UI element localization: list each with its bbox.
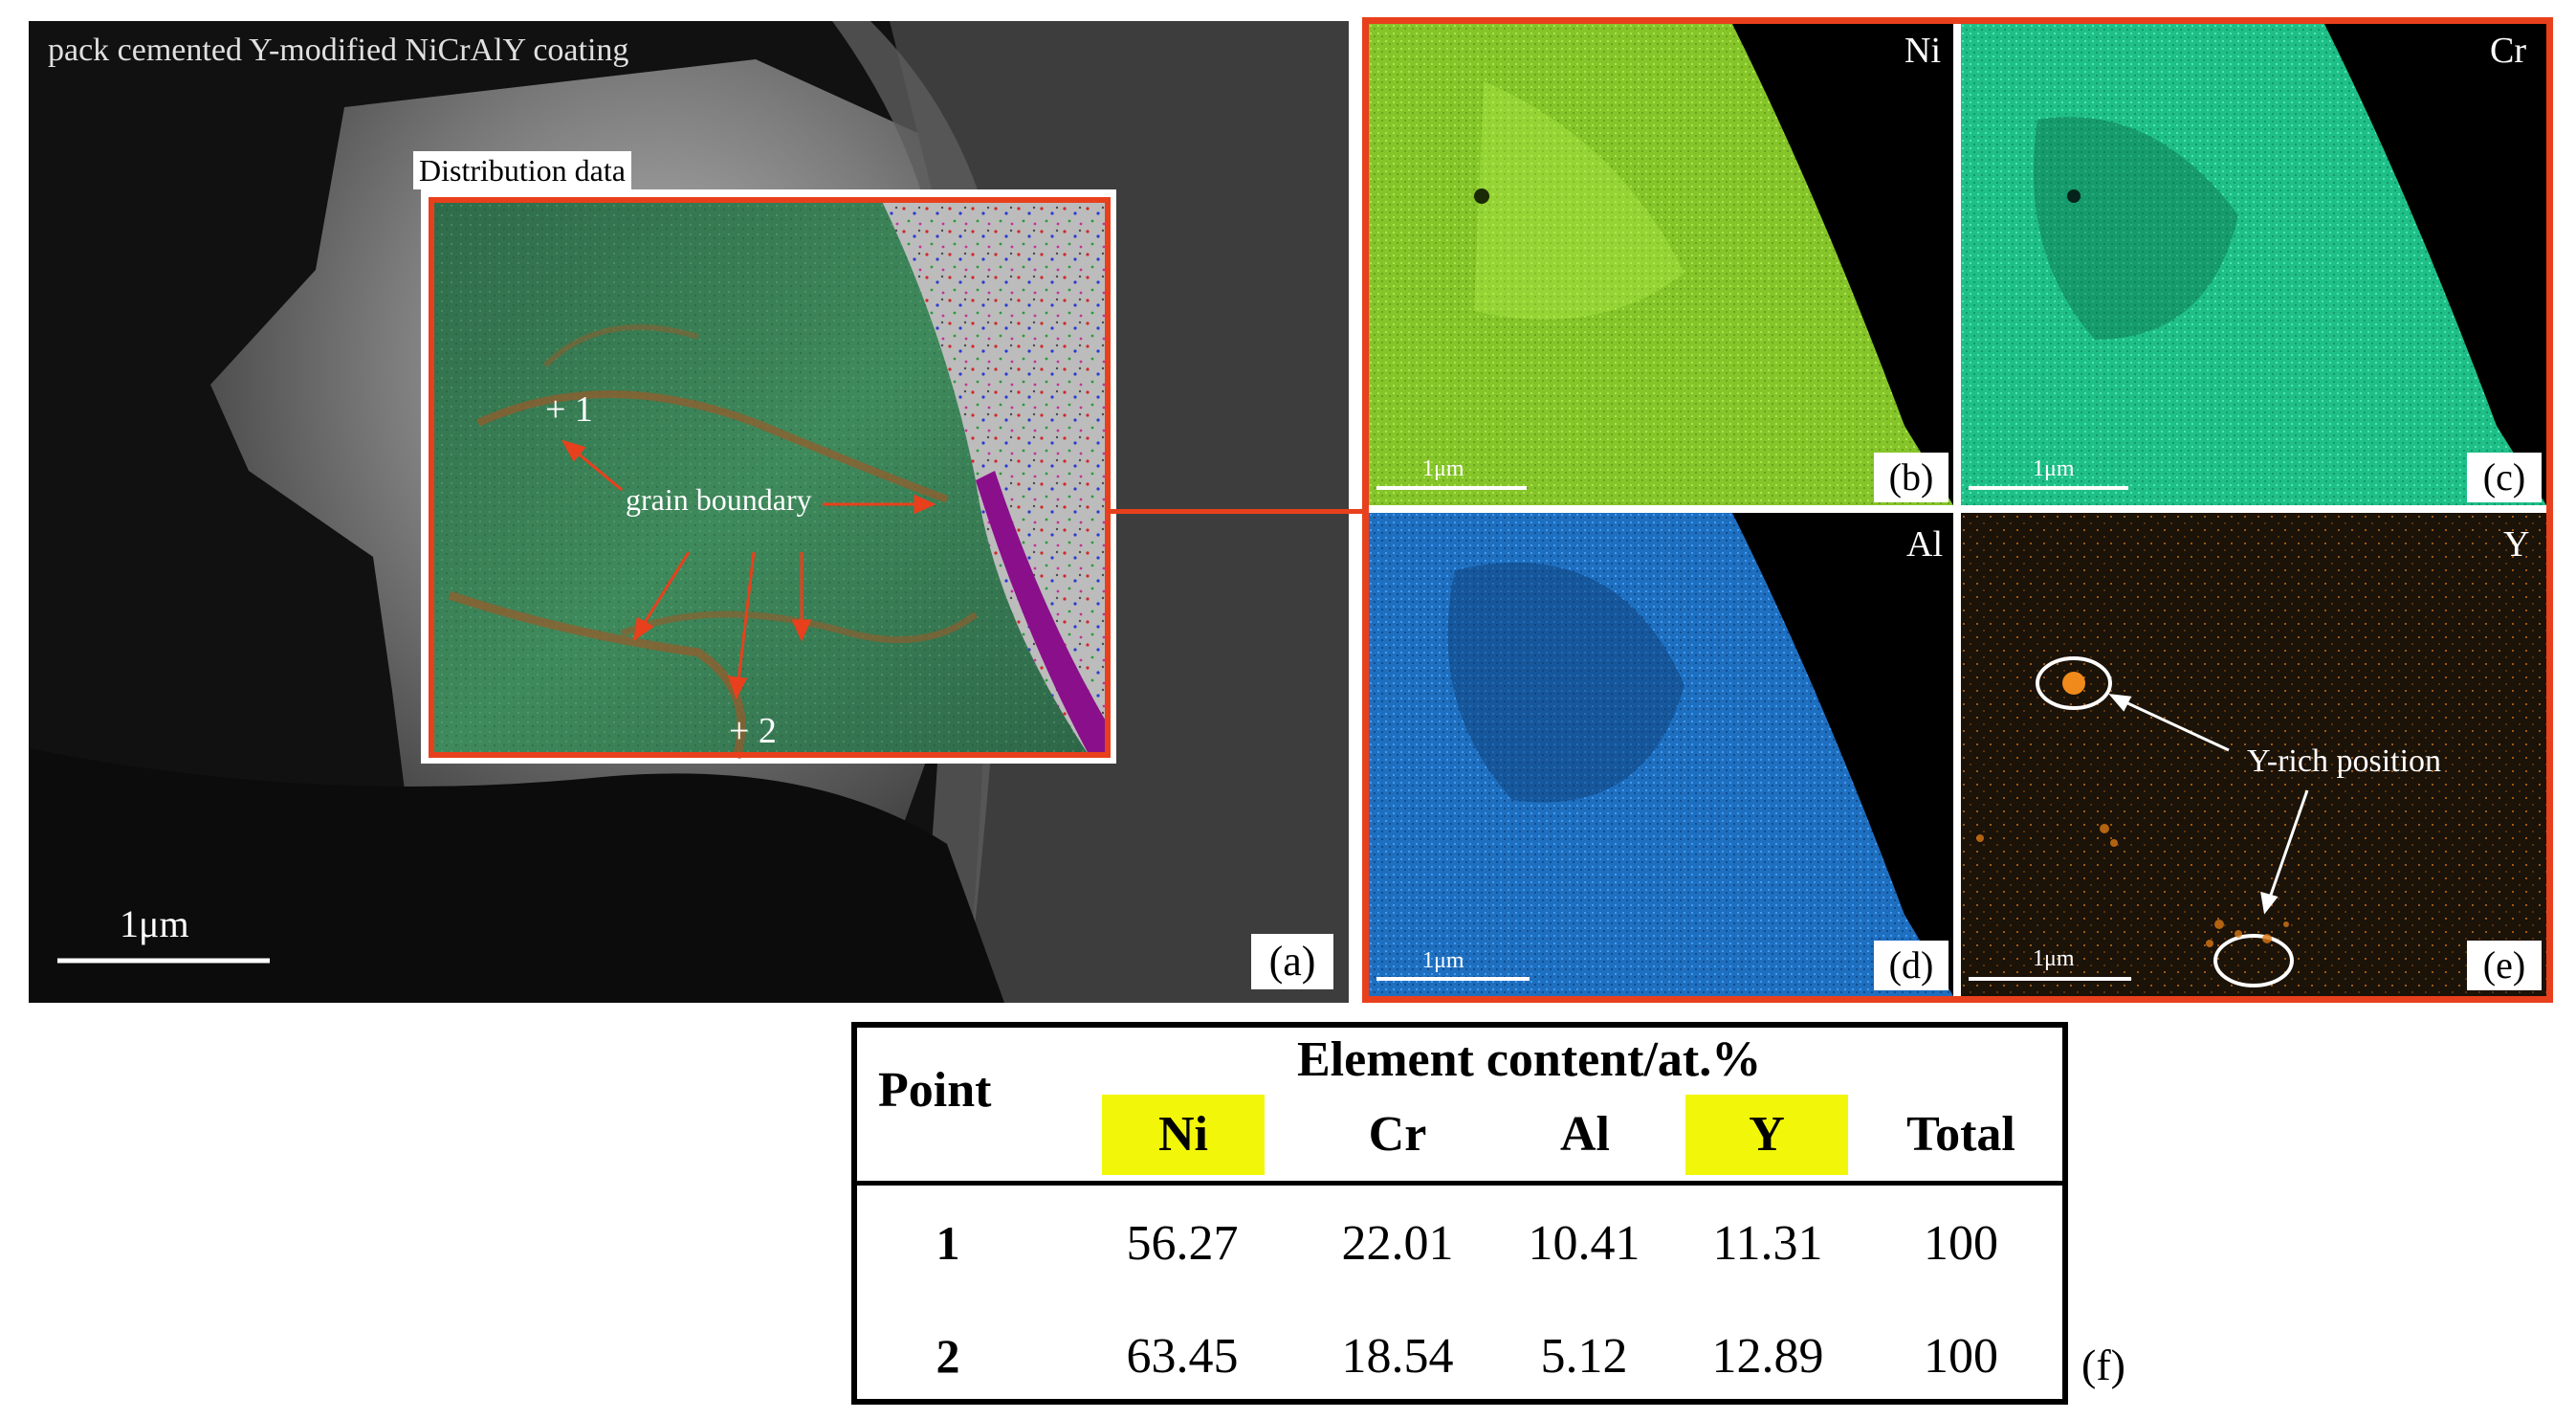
col-total: Total (1906, 1107, 2015, 1162)
row-2-point: 2 (936, 1329, 960, 1383)
panel-label-c: (c) (2467, 453, 2542, 502)
row-1-ni: 56.27 (1126, 1216, 1239, 1271)
map-cr (1961, 24, 2546, 505)
header-divider (857, 1181, 2062, 1186)
map-element-cr: Cr (2490, 31, 2526, 71)
scale-label-d: 1μm (1422, 948, 1464, 973)
point-2-marker: + 2 (729, 711, 777, 751)
panel-a-title: pack cemented Y-modified NiCrAlY coating (48, 33, 629, 68)
map-y (1961, 513, 2546, 996)
header-element-content: Element content/at.% (1297, 1032, 1762, 1087)
inset-composite-map (429, 197, 1111, 760)
scale-label-b: 1μm (1422, 456, 1464, 481)
y-rich-circle-2 (2213, 934, 2294, 987)
row-1-point: 1 (936, 1216, 960, 1270)
row-2-total: 100 (1924, 1329, 1998, 1384)
map-element-al: Al (1906, 524, 1943, 565)
row-1-y: 11.31 (1712, 1216, 1823, 1271)
element-maps-frame: Ni Cr Al Y 1μm 1μm 1μm 1μm (b) (c) (d) (… (1362, 17, 2553, 1003)
panel-label-d: (d) (1874, 941, 1949, 990)
row-1-al: 10.41 (1528, 1216, 1640, 1271)
panel-a-micrograph (29, 21, 1349, 1003)
col-al: Al (1560, 1107, 1610, 1162)
panel-label-f: (f) (2081, 1341, 2125, 1389)
grain-boundary-annotation: grain boundary (626, 482, 812, 517)
y-rich-annotation: Y-rich position (2247, 743, 2442, 779)
inset-label: Distribution data (413, 151, 631, 189)
scale-label-c: 1μm (2033, 456, 2075, 481)
element-maps (1369, 24, 2546, 996)
panel-label-e: (e) (2467, 941, 2542, 990)
col-cr: Cr (1368, 1107, 1427, 1162)
panel-label-a: (a) (1251, 934, 1333, 989)
map-element-y: Y (2503, 524, 2530, 565)
point-1-marker: + 1 (545, 389, 593, 430)
panel-label-b: (b) (1874, 453, 1949, 502)
row-1-total: 100 (1924, 1216, 1998, 1271)
map-element-ni: Ni (1904, 31, 1941, 71)
connector-line (1108, 509, 1368, 514)
row-2-cr: 18.54 (1341, 1329, 1454, 1384)
map-al (1369, 513, 1953, 996)
header-point: Point (878, 1063, 992, 1118)
row-2-al: 5.12 (1540, 1329, 1628, 1384)
scale-label-e: 1μm (2033, 946, 2075, 971)
map-ni (1369, 24, 1953, 505)
row-2-y: 12.89 (1711, 1329, 1824, 1384)
scale-label-a: 1μm (120, 902, 189, 945)
y-rich-circle-1 (2036, 656, 2112, 710)
row-1-cr: 22.01 (1341, 1216, 1454, 1271)
panel-a: pack cemented Y-modified NiCrAlY coating… (29, 21, 1349, 1003)
grain-boundary-arrows (561, 439, 936, 699)
composition-table: Point Element content/at.% Ni Cr Al Y To… (851, 1022, 2068, 1405)
col-ni: Ni (1102, 1095, 1265, 1175)
col-y: Y (1685, 1095, 1848, 1175)
row-2-ni: 63.45 (1126, 1329, 1239, 1384)
